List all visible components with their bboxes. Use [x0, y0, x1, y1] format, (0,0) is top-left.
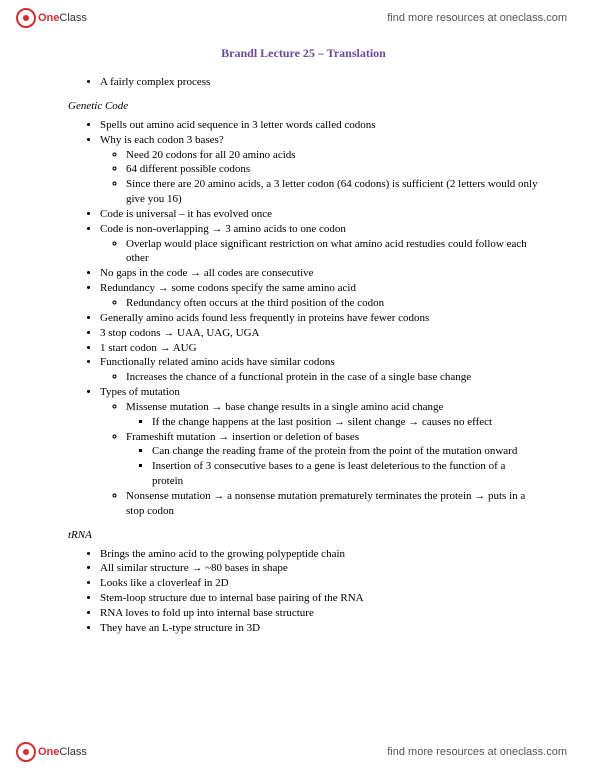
list-item: 3 stop codons → UAA, UAG, UGA — [100, 326, 539, 341]
intro-list: A fairly complex process — [68, 75, 539, 90]
list-item: Can change the reading frame of the prot… — [152, 444, 539, 459]
list-item: 64 different possible codons — [126, 162, 539, 177]
list-item: Increases the chance of a functional pro… — [126, 370, 539, 385]
logo-class: Class — [59, 746, 87, 758]
page-header: OneClass find more resources at oneclass… — [0, 0, 595, 36]
list-item: If the change happens at the last positi… — [152, 415, 539, 430]
list-item: Redundancy → some codons specify the sam… — [100, 281, 539, 311]
list-item: No gaps in the code → all codes are cons… — [100, 266, 539, 281]
list-item: Need 20 codons for all 20 amino acids — [126, 148, 539, 163]
list-item-text: Types of mutation — [100, 386, 180, 398]
page-footer: OneClass find more resources at oneclass… — [0, 734, 595, 770]
logo-icon — [16, 742, 36, 762]
list-item-text: Missense mutation → base change results … — [126, 401, 443, 413]
section-heading-trna: tRNA — [68, 529, 539, 541]
resources-link-bottom[interactable]: find more resources at oneclass.com — [387, 746, 567, 758]
logo-icon — [16, 8, 36, 28]
list-item-text: Frameshift mutation → insertion or delet… — [126, 431, 359, 443]
logo-class: Class — [59, 12, 87, 24]
list-item: Since there are 20 amino acids, a 3 lett… — [126, 177, 539, 207]
list-item: Stem-loop structure due to internal base… — [100, 591, 539, 606]
list-item: Insertion of 3 consecutive bases to a ge… — [152, 459, 539, 489]
list-item: RNA loves to fold up into internal base … — [100, 606, 539, 621]
logo-text: OneClass — [38, 746, 87, 758]
list-item: Redundancy often occurs at the third pos… — [126, 296, 539, 311]
list-item: Missense mutation → base change results … — [126, 400, 539, 430]
brand-logo: OneClass — [16, 8, 87, 28]
list-item: Code is non-overlapping → 3 amino acids … — [100, 222, 539, 267]
list-item: Brings the amino acid to the growing pol… — [100, 547, 539, 562]
list-item-text: Functionally related amino acids have si… — [100, 356, 335, 368]
list-item: Why is each codon 3 bases? Need 20 codon… — [100, 133, 539, 207]
trna-list: Brings the amino acid to the growing pol… — [68, 547, 539, 636]
list-item-text: Code is non-overlapping → 3 amino acids … — [100, 223, 346, 235]
list-item: Frameshift mutation → insertion or delet… — [126, 430, 539, 489]
list-item-text: Why is each codon 3 bases? — [100, 134, 224, 146]
document-content: Brandl Lecture 25 – Translation A fairly… — [68, 42, 539, 728]
brand-logo-footer: OneClass — [16, 742, 87, 762]
list-item-text: Redundancy → some codons specify the sam… — [100, 282, 356, 294]
resources-link-top[interactable]: find more resources at oneclass.com — [387, 12, 567, 24]
logo-one: One — [38, 746, 59, 758]
list-item: Functionally related amino acids have si… — [100, 355, 539, 385]
list-item: Spells out amino acid sequence in 3 lett… — [100, 118, 539, 133]
list-item: Types of mutation Missense mutation → ba… — [100, 385, 539, 519]
section-heading-genetic-code: Genetic Code — [68, 100, 539, 112]
document-title: Brandl Lecture 25 – Translation — [68, 46, 539, 61]
logo-text: OneClass — [38, 12, 87, 24]
list-item: All similar structure → ~80 bases in sha… — [100, 561, 539, 576]
logo-one: One — [38, 12, 59, 24]
list-item: Code is universal – it has evolved once — [100, 207, 539, 222]
genetic-code-list: Spells out amino acid sequence in 3 lett… — [68, 118, 539, 519]
list-item: 1 start codon → AUG — [100, 341, 539, 356]
list-item: Generally amino acids found less frequen… — [100, 311, 539, 326]
list-item: Nonsense mutation → a nonsense mutation … — [126, 489, 539, 519]
list-item: A fairly complex process — [100, 75, 539, 90]
list-item: Looks like a cloverleaf in 2D — [100, 576, 539, 591]
list-item: They have an L-type structure in 3D — [100, 621, 539, 636]
list-item: Overlap would place significant restrict… — [126, 237, 539, 267]
